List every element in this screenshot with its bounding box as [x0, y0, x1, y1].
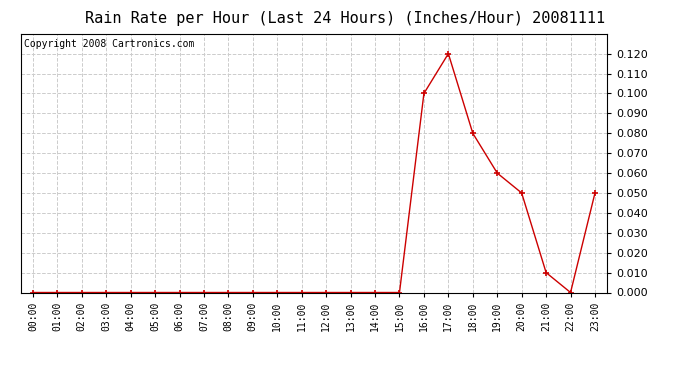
Text: Copyright 2008 Cartronics.com: Copyright 2008 Cartronics.com	[23, 39, 194, 49]
Text: Rain Rate per Hour (Last 24 Hours) (Inches/Hour) 20081111: Rain Rate per Hour (Last 24 Hours) (Inch…	[85, 11, 605, 26]
